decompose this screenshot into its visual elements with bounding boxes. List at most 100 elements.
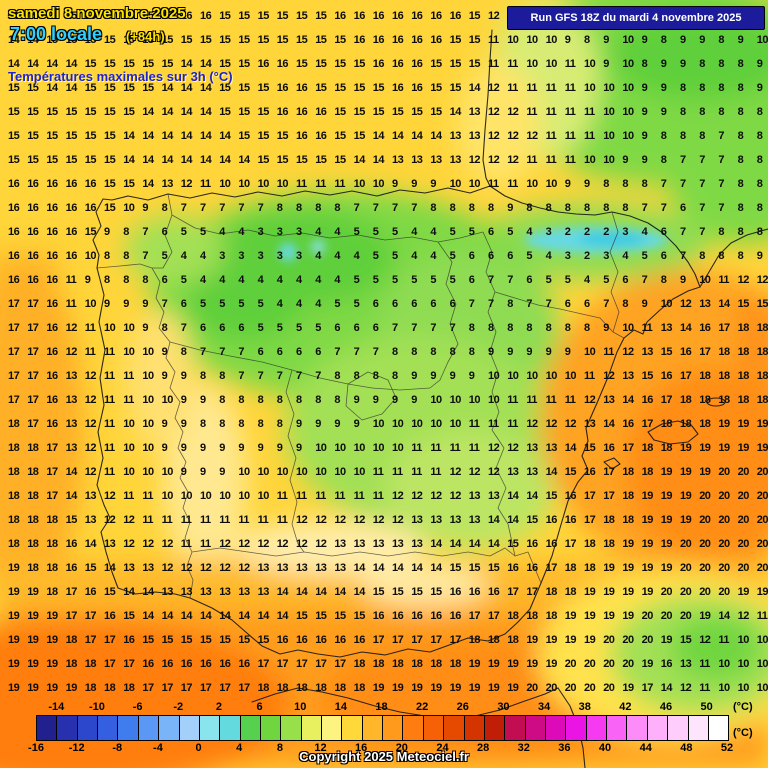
grid-temp-value: 15 [104, 202, 116, 214]
grid-temp-value: 11 [488, 418, 499, 430]
grid-temp-value: 19 [507, 658, 519, 670]
grid-temp-value: 11 [488, 178, 499, 190]
grid-temp-value: 18 [564, 562, 577, 574]
grid-temp-value: 8 [699, 82, 705, 94]
grid-temp-value: 8 [334, 370, 341, 382]
grid-temp-value: 15 [372, 106, 385, 118]
grid-temp-value: 16 [353, 634, 366, 646]
grid-temp-value: 11 [180, 538, 192, 550]
grid-temp-value: 7 [699, 178, 705, 190]
grid-temp-value: 16 [46, 346, 58, 358]
grid-temp-value: 16 [84, 202, 97, 214]
grid-temp-value: 12 [334, 514, 346, 526]
grid-temp-value: 3 [603, 250, 609, 262]
grid-temp-value: 18 [27, 466, 39, 478]
grid-temp-value: 5 [507, 226, 513, 238]
grid-temp-value: 19 [8, 658, 20, 670]
grid-temp-value: 12 [507, 442, 519, 454]
grid-temp-value: 15 [123, 34, 135, 46]
grid-temp-value: 14 [46, 58, 58, 70]
grid-temp-value: 16 [27, 274, 39, 286]
grid-temp-value: 18 [756, 370, 768, 382]
colorbar-segment [56, 716, 77, 740]
grid-temp-value: 9 [660, 82, 667, 94]
grid-temp-value: 5 [180, 274, 187, 286]
colorbar-tick: 8 [276, 742, 283, 754]
grid-temp-value: 15 [219, 34, 231, 46]
grid-temp-value: 19 [641, 490, 654, 502]
grid-temp-value: 20 [737, 490, 750, 502]
grid-temp-value: 14 [200, 82, 212, 94]
grid-temp-value: 16 [372, 58, 385, 70]
grid-temp-value: 8 [161, 202, 168, 214]
grid-temp-value: 14 [334, 586, 346, 598]
grid-temp-value: 8 [737, 154, 744, 166]
grid-temp-value: 8 [718, 34, 725, 46]
grid-temp-value: 9 [315, 418, 321, 430]
grid-temp-value: 7 [180, 202, 187, 214]
grid-temp-value: 6 [584, 298, 590, 310]
grid-temp-value: 11 [276, 514, 288, 526]
grid-temp-value: 16 [392, 10, 404, 22]
colorbar-segment [117, 716, 138, 740]
grid-temp-value: 8 [756, 130, 763, 142]
grid-temp-value: 10 [257, 466, 270, 478]
grid-temp-value: 7 [699, 226, 705, 238]
grid-temp-value: 12 [104, 490, 116, 502]
grid-temp-value: 5 [161, 250, 168, 262]
grid-temp-value: 11 [392, 466, 403, 478]
grid-temp-value: 15 [142, 10, 154, 22]
grid-temp-value: 12 [84, 370, 97, 382]
colorbar-segment [97, 716, 118, 740]
grid-temp-value: 15 [296, 154, 308, 166]
grid-temp-value: 19 [27, 682, 39, 694]
grid-temp-value: 14 [718, 610, 730, 622]
grid-temp-value: 17 [526, 586, 538, 598]
grid-temp-value: 8 [737, 178, 744, 190]
grid-temp-value: 7 [680, 250, 686, 262]
grid-temp-value: 7 [718, 154, 725, 166]
grid-temp-value: 10 [200, 490, 212, 502]
local-time-label: 7:00 locale [10, 24, 103, 44]
grid-temp-value: 20 [564, 682, 577, 694]
grid-temp-value: 14 [718, 298, 730, 310]
grid-temp-value: 14 [488, 538, 500, 550]
grid-temp-value: 16 [65, 202, 78, 214]
grid-temp-value: 16 [411, 610, 423, 622]
grid-temp-value: 15 [334, 106, 346, 118]
grid-temp-value: 18 [622, 466, 634, 478]
grid-temp-value: 8 [468, 322, 475, 334]
grid-temp-value: 7 [353, 202, 360, 214]
grid-temp-value: 11 [718, 274, 730, 286]
grid-temp-value: 16 [27, 250, 39, 262]
grid-temp-value: 18 [641, 466, 654, 478]
grid-temp-value: 10 [507, 370, 519, 382]
grid-temp-value: 8 [123, 226, 129, 238]
grid-temp-value: 18 [756, 346, 768, 358]
grid-temp-value: 9 [756, 58, 763, 70]
grid-temp-value: 6 [315, 346, 321, 358]
grid-temp-value: 14 [238, 610, 250, 622]
grid-temp-value: 8 [699, 250, 705, 262]
grid-temp-value: 15 [257, 10, 270, 22]
colorbar-tick: 24 [436, 742, 449, 754]
colorbar-segment [137, 716, 159, 740]
grid-temp-value: 16 [8, 226, 20, 238]
grid-temp-value: 17 [27, 418, 39, 430]
grid-temp-value: 12 [526, 130, 538, 142]
grid-temp-value: 4 [200, 274, 206, 286]
grid-temp-value: 14 [180, 106, 193, 118]
grid-temp-value: 15 [392, 106, 404, 118]
grid-temp-value: 10 [449, 418, 462, 430]
grid-temp-value: 6 [161, 274, 168, 286]
grid-temp-value: 12 [84, 394, 97, 406]
grid-temp-value: 18 [353, 658, 366, 670]
grid-temp-value: 16 [468, 586, 481, 598]
colorbar-tick: 26 [456, 701, 469, 713]
grid-temp-value: 10 [622, 130, 634, 142]
grid-temp-value: 19 [8, 586, 20, 598]
grid-temp-value: 13 [449, 154, 462, 166]
grid-temp-value: 12 [219, 562, 231, 574]
grid-temp-value: 10 [219, 490, 231, 502]
